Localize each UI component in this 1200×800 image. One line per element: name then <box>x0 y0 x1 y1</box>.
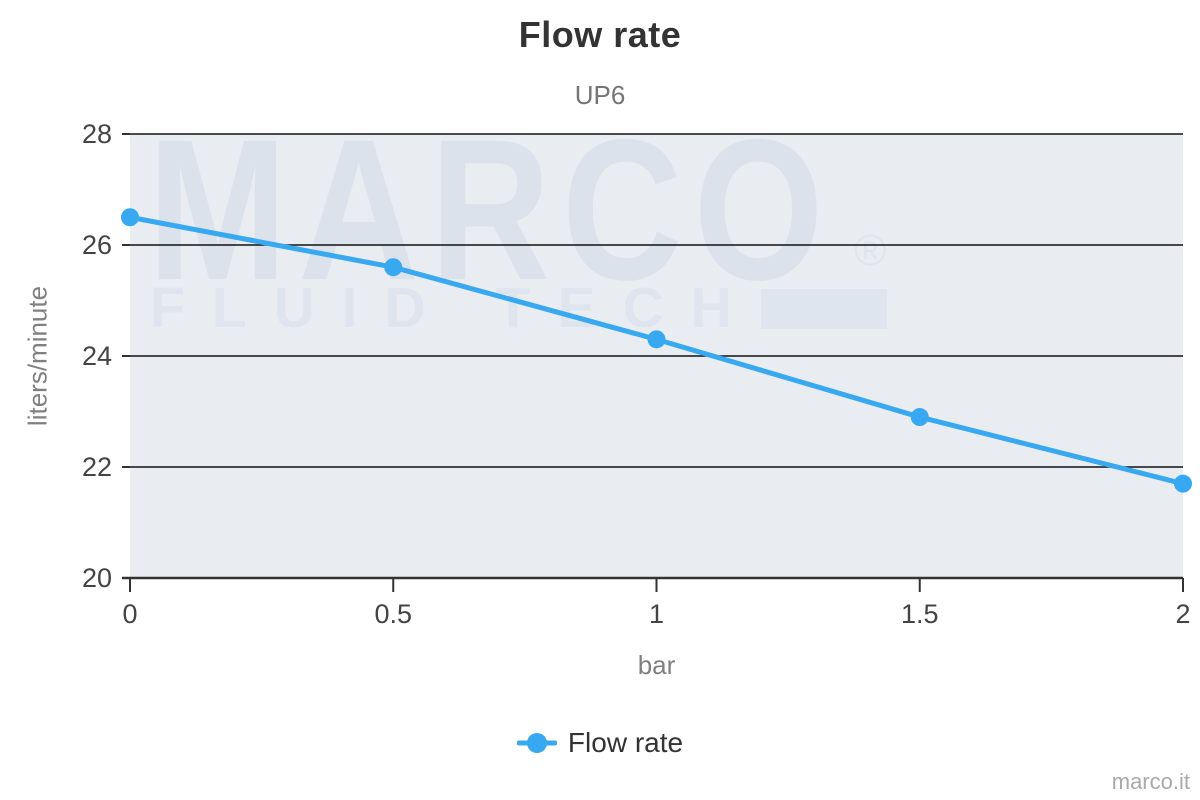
x-axis-title: bar <box>637 650 676 680</box>
x-tick-label: 0 <box>122 599 138 629</box>
legend-line-marker-icon <box>516 733 557 753</box>
x-tick-label: 2 <box>1175 599 1191 629</box>
x-tick-label: 0.5 <box>374 599 413 629</box>
y-tick-label: 26 <box>81 230 112 260</box>
y-tick-label: 28 <box>81 119 112 149</box>
x-tick-label: 1.5 <box>900 599 939 629</box>
legend-label: Flow rate <box>567 727 684 758</box>
x-tick-label: 1 <box>648 599 665 629</box>
legend-item-flow-rate[interactable]: Flow rate <box>516 727 684 759</box>
chart-title: Flow rate <box>518 14 682 55</box>
y-tick-label: 20 <box>81 563 112 593</box>
plot-area <box>130 134 1183 578</box>
y-tick-label: 22 <box>81 452 112 482</box>
chart-subtitle: UP6 <box>574 80 626 110</box>
chart-legend: Flow rate <box>0 724 1200 762</box>
footer-brand-link[interactable]: marco.it <box>1111 769 1190 794</box>
y-tick-label: 24 <box>81 341 112 371</box>
